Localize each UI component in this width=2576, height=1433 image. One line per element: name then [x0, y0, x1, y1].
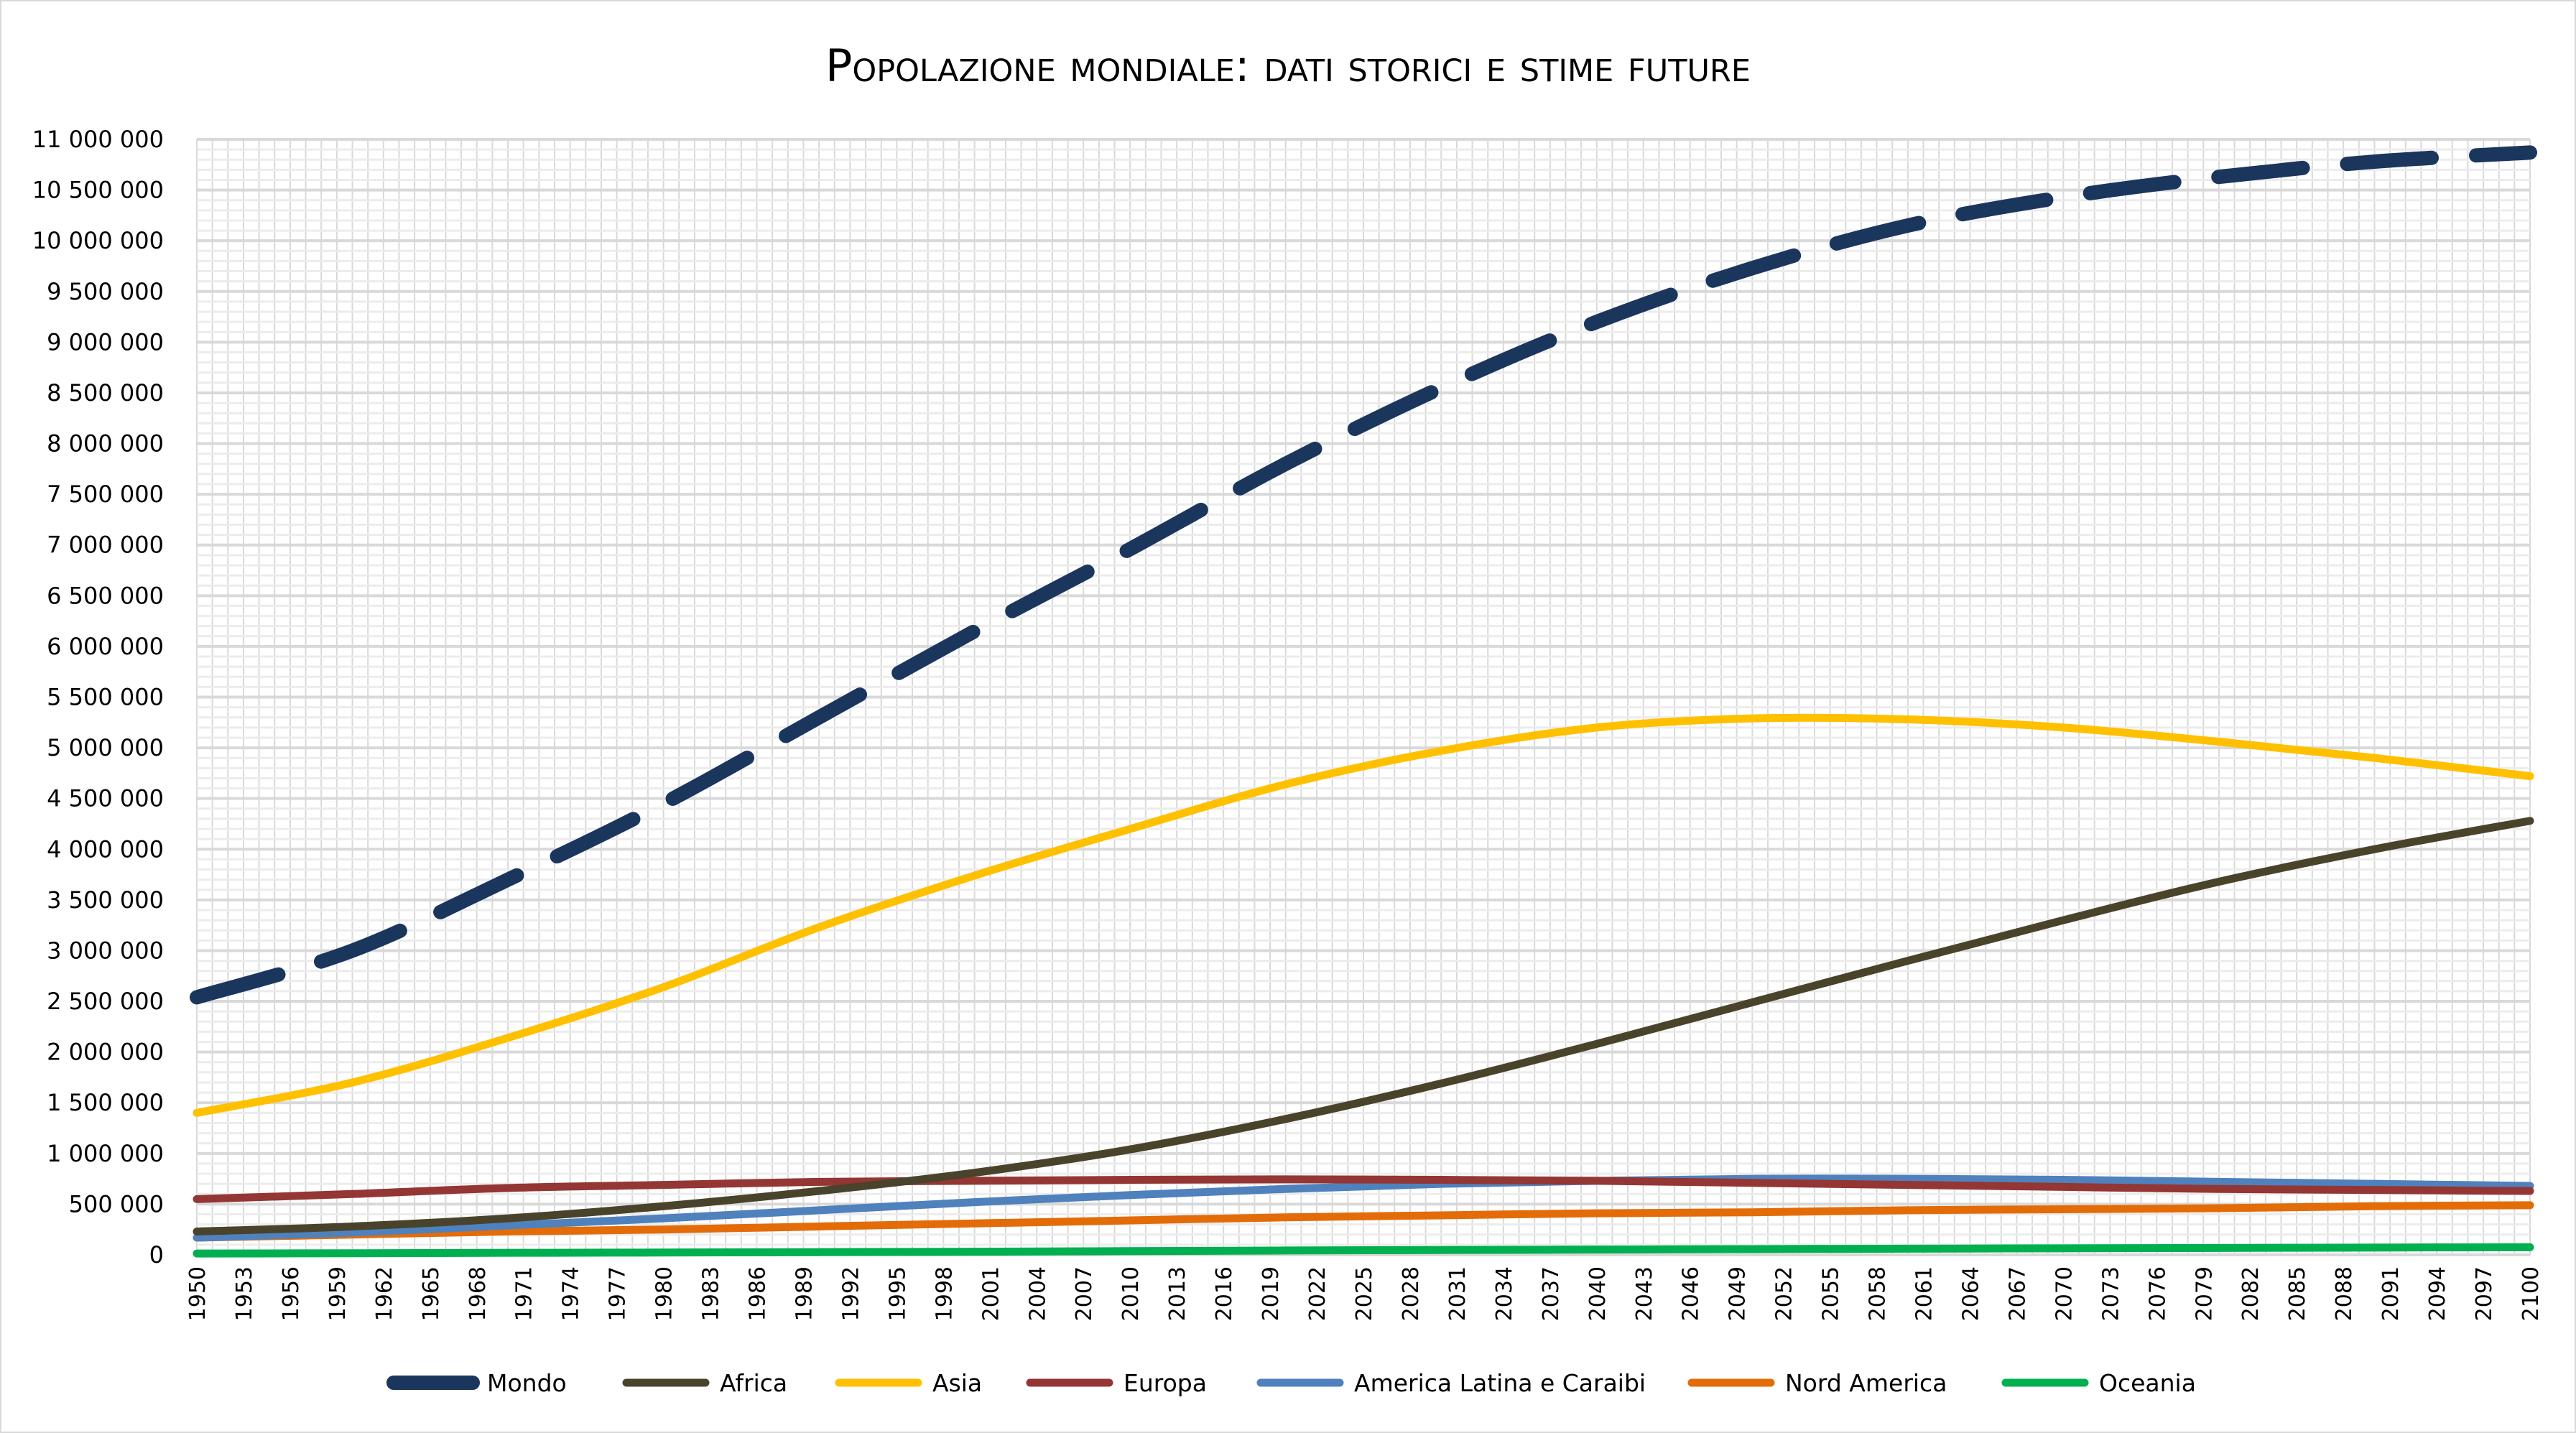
x-tick-label: 2046	[1679, 1266, 1704, 1321]
x-tick-label: 2001	[978, 1266, 1004, 1321]
x-tick-label: 2037	[1539, 1266, 1564, 1321]
y-tick-label: 10 000 000	[32, 227, 164, 254]
series-line-africa	[193, 817, 2534, 1236]
x-tick-label: 1953	[232, 1266, 257, 1321]
series-line-mondo	[190, 145, 2537, 1005]
legend: Mondo Africa Asia Europa America Latina e Ca…	[386, 1369, 2196, 1397]
x-tick-label: 2040	[1585, 1266, 1611, 1321]
x-tick-label: 2079	[2192, 1266, 2217, 1321]
x-tick-label: 2058	[1866, 1266, 1891, 1321]
y-tick-label: 7 500 000	[47, 481, 164, 508]
y-tick-label: 8 000 000	[47, 430, 164, 458]
chart-title: Popolazione mondiale: dati storici e sti…	[825, 40, 1751, 92]
x-tick-label: 2010	[1118, 1266, 1144, 1321]
y-tick-label: 0	[149, 1241, 164, 1269]
y-tick-label: 2 500 000	[47, 988, 164, 1015]
x-tick-label: 2028	[1399, 1266, 1424, 1321]
series-lines	[190, 145, 2537, 1258]
x-tick-label: 1974	[559, 1266, 584, 1321]
x-tick-label: 2016	[1212, 1266, 1237, 1321]
x-tick-label: 1992	[838, 1266, 863, 1321]
x-tick-label: 1959	[325, 1266, 351, 1321]
x-tick-label: 1971	[512, 1266, 537, 1321]
y-tick-label: 1 500 000	[47, 1089, 164, 1116]
x-tick-label: 2097	[2472, 1266, 2497, 1321]
y-tick-label: 11 000 000	[32, 126, 164, 153]
x-tick-label: 2091	[2378, 1266, 2404, 1321]
series-line-asia	[193, 713, 2534, 1117]
x-tick-label: 1998	[932, 1266, 957, 1321]
series-line-europa	[193, 1175, 2534, 1203]
y-tick-label: 4 000 000	[47, 835, 164, 863]
series-line-oceania	[193, 1243, 2534, 1258]
x-tick-label: 2004	[1025, 1266, 1050, 1321]
series-line-america-latina-e-caraibi	[193, 1174, 2534, 1242]
series-line-nord-america	[193, 1201, 2534, 1242]
legend-label: Mondo	[487, 1369, 567, 1397]
x-tick-label: 1950	[185, 1266, 210, 1321]
y-tick-label: 7 000 000	[47, 532, 164, 559]
y-tick-label: 3 500 000	[47, 886, 164, 914]
x-tick-label: 2061	[1912, 1266, 1937, 1321]
legend-label: Africa	[720, 1369, 787, 1397]
y-tick-label: 9 000 000	[47, 328, 164, 356]
x-tick-label: 2100	[2519, 1266, 2544, 1321]
legend-label: Oceania	[2099, 1369, 2196, 1397]
x-tick-label: 2007	[1072, 1266, 1097, 1321]
x-tick-label: 2025	[1352, 1266, 1377, 1321]
y-axis-ticks: 0 500 000 1 000 000 1 500 000 2 000 000 2 500…	[32, 126, 164, 1269]
x-tick-label: 1986	[746, 1266, 771, 1321]
x-tick-label: 2064	[1958, 1266, 1983, 1321]
x-tick-label: 2031	[1445, 1266, 1470, 1321]
x-tick-label: 2034	[1492, 1266, 1517, 1321]
x-tick-label: 2049	[1725, 1266, 1751, 1321]
gridlines	[196, 138, 2531, 1256]
x-tick-label: 2085	[2285, 1266, 2310, 1321]
x-tick-label: 2055	[1819, 1266, 1844, 1321]
x-tick-label: 2082	[2238, 1266, 2264, 1321]
legend-label: Europa	[1123, 1369, 1207, 1397]
x-tick-label: 1965	[419, 1266, 444, 1321]
x-tick-label: 1995	[885, 1266, 910, 1321]
x-tick-label: 2073	[2098, 1266, 2123, 1321]
y-tick-label: 3 000 000	[47, 937, 164, 964]
y-tick-label: 10 500 000	[32, 177, 164, 204]
x-tick-label: 1983	[699, 1266, 724, 1321]
y-tick-label: 6 000 000	[47, 633, 164, 660]
x-tick-label: 2094	[2425, 1266, 2450, 1321]
x-tick-label: 1968	[465, 1266, 491, 1321]
x-tick-label: 1956	[279, 1266, 304, 1321]
legend-label: Asia	[932, 1369, 982, 1397]
y-tick-label: 5 500 000	[47, 684, 164, 711]
x-tick-label: 2043	[1632, 1266, 1657, 1321]
y-tick-label: 9 500 000	[47, 278, 164, 305]
x-tick-label: 2052	[1772, 1266, 1797, 1321]
y-tick-label: 4 500 000	[47, 785, 164, 812]
x-tick-label: 2013	[1165, 1266, 1190, 1321]
x-tick-label: 1980	[652, 1266, 677, 1321]
x-tick-label: 2088	[2332, 1266, 2357, 1321]
x-tick-label: 2070	[2052, 1266, 2077, 1321]
y-tick-label: 8 500 000	[47, 379, 164, 407]
y-tick-label: 1 000 000	[47, 1140, 164, 1167]
x-tick-label: 2076	[2145, 1266, 2170, 1321]
legend-label: America Latina e Caraibi	[1354, 1369, 1646, 1397]
x-tick-label: 1977	[606, 1266, 631, 1321]
y-tick-label: 500 000	[69, 1190, 164, 1218]
y-tick-label: 2 000 000	[47, 1039, 164, 1066]
x-tick-label: 2022	[1305, 1266, 1330, 1321]
x-tick-label: 1989	[792, 1266, 817, 1321]
y-tick-label: 5 000 000	[47, 734, 164, 761]
x-tick-label: 2067	[2005, 1266, 2030, 1321]
x-tick-label: 1962	[372, 1266, 397, 1321]
x-axis-ticks: 1950 1953 1956 1959 1962 1965 1968 1971 1974 1977…	[185, 1266, 2544, 1321]
y-tick-label: 6 500 000	[47, 582, 164, 609]
legend-label: Nord America	[1785, 1369, 1947, 1397]
x-tick-label: 2019	[1259, 1266, 1284, 1321]
